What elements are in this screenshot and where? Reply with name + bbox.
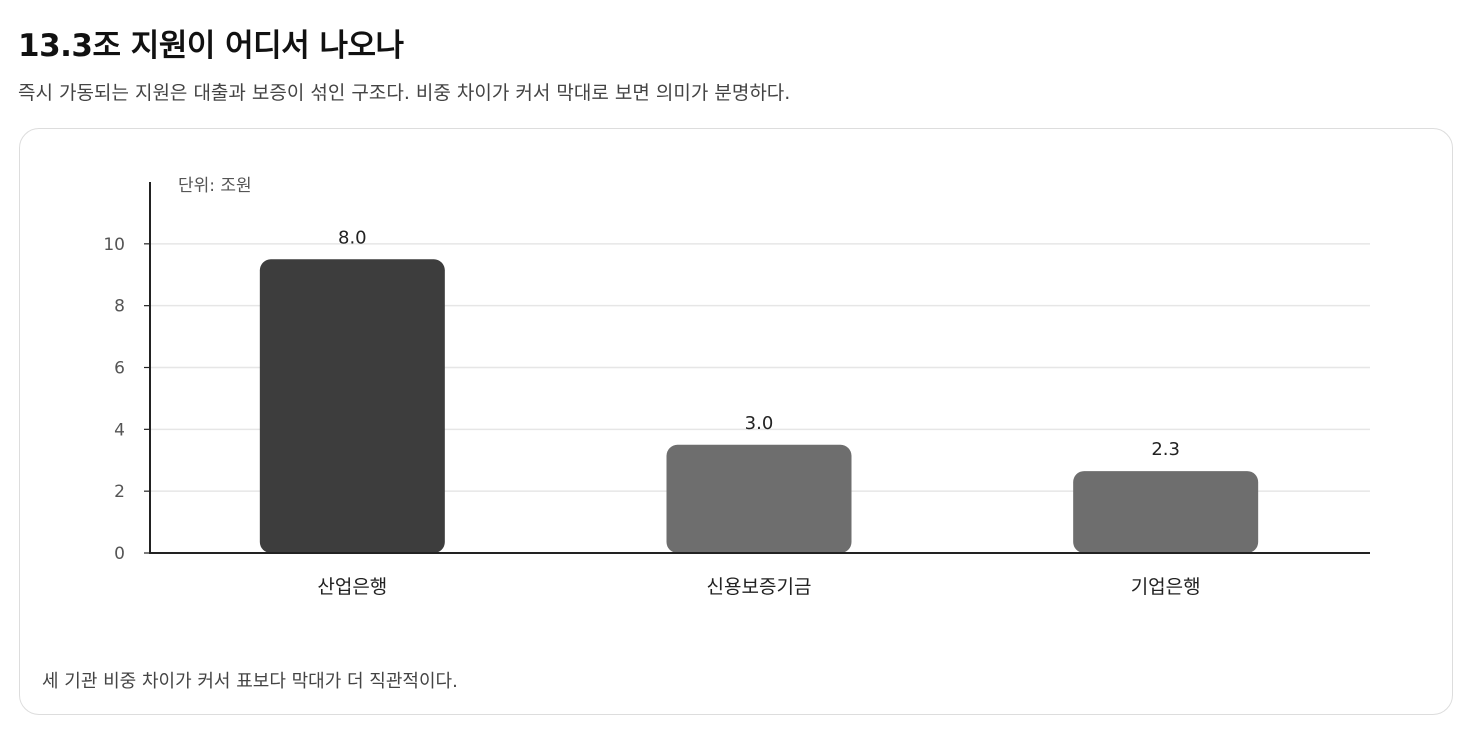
bar-2	[666, 444, 852, 553]
y-tick-label: 0	[114, 544, 125, 564]
y-tick-label: 8	[114, 297, 125, 317]
y-tick-label: 4	[114, 420, 125, 440]
value-label: 2.3	[1151, 439, 1180, 460]
value-label: 8.0	[338, 227, 367, 248]
x-tick-label: 산업은행	[317, 576, 387, 598]
y-tick-label: 10	[103, 235, 125, 255]
unit-label: 단위: 조원	[178, 176, 252, 196]
page-title: 13.3조 지원이 어디서 나오나	[18, 28, 404, 64]
bar-chart: 0 2 4 6 8 10 단위: 조원 8.0 산업은행 3.0 신용보증기금 2.3 기업은행	[103, 176, 1370, 598]
bar-3	[1073, 471, 1259, 553]
value-label: 3.0	[745, 413, 774, 434]
page-subtitle: 즉시 가동되는 지원은 대출과 보증이 섞인 구조다. 비중 차이가 커서 막대…	[18, 82, 791, 104]
x-tick-label: 기업은행	[1131, 576, 1201, 598]
y-tick-label: 6	[114, 359, 125, 379]
y-tick-label: 2	[114, 482, 125, 502]
bar-1	[259, 259, 445, 553]
x-tick-label: 신용보증기금	[707, 576, 812, 598]
chart-note: 세 기관 비중 차이가 커서 표보다 막대가 더 직관적이다.	[42, 671, 458, 692]
chart-card: 0 2 4 6 8 10 단위: 조원 8.0 산업은행 3.0 신용보증기금 2.3 기업은행 세 기…	[19, 128, 1453, 715]
